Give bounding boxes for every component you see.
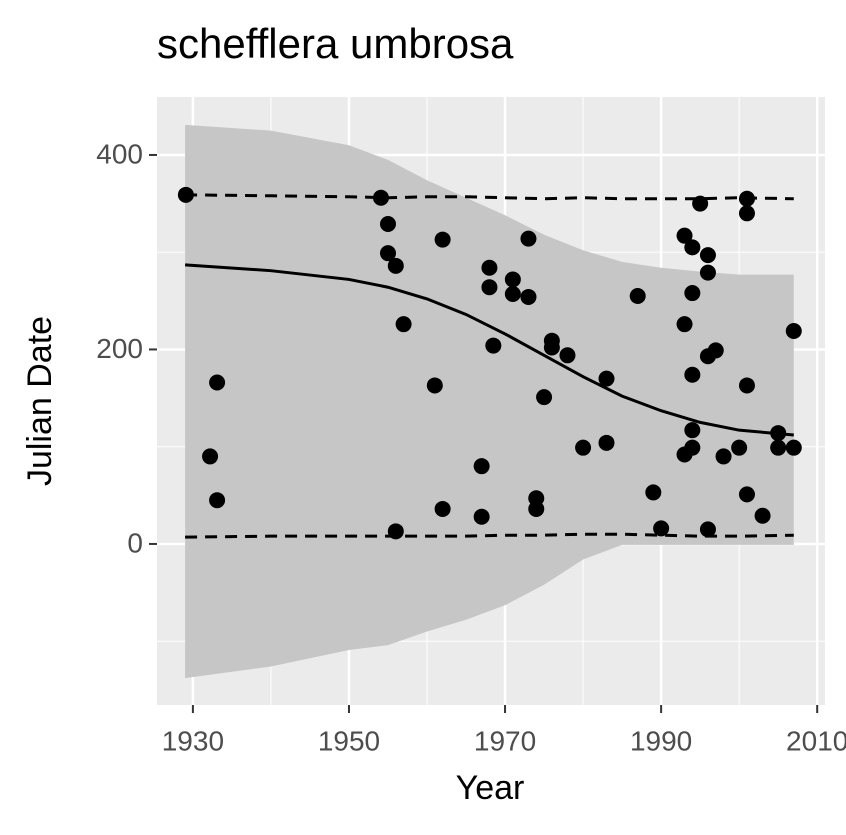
point — [629, 287, 646, 304]
point — [528, 500, 545, 517]
point — [387, 523, 404, 540]
point — [684, 285, 701, 302]
fit-line — [184, 263, 794, 437]
point — [738, 205, 755, 222]
point — [738, 377, 755, 394]
point — [426, 377, 443, 394]
point — [473, 458, 490, 475]
y-tick-label: 0 — [127, 527, 143, 558]
point — [395, 316, 412, 333]
point — [684, 439, 701, 456]
point — [520, 230, 537, 247]
point — [785, 439, 802, 456]
x-tick-label: 1930 — [162, 725, 224, 756]
x-tick-label: 1970 — [474, 725, 536, 756]
point — [379, 216, 396, 233]
point — [598, 370, 615, 387]
point — [645, 484, 662, 501]
point — [699, 521, 716, 538]
quantile-line — [185, 193, 794, 201]
point — [209, 374, 226, 391]
point — [676, 316, 693, 333]
confidence-ribbon — [185, 124, 794, 679]
point — [504, 286, 521, 303]
point — [481, 279, 498, 296]
point — [770, 439, 787, 456]
point — [485, 337, 502, 354]
x-tick-label: 1950 — [318, 725, 380, 756]
chart-title: schefflera umbrosa — [157, 20, 514, 67]
point — [707, 342, 724, 359]
point — [209, 492, 226, 509]
point — [575, 439, 592, 456]
point — [684, 239, 701, 256]
point — [202, 448, 219, 465]
quantile-line — [185, 532, 794, 539]
point — [676, 227, 693, 244]
point — [738, 486, 755, 503]
point — [543, 339, 560, 356]
point — [559, 347, 576, 364]
y-tick-label: 400 — [96, 138, 143, 169]
point — [598, 434, 615, 451]
point — [715, 448, 732, 465]
point — [387, 257, 404, 274]
y-axis-title: Julian Date — [21, 316, 59, 486]
point — [699, 247, 716, 264]
point — [504, 271, 521, 288]
point — [434, 500, 451, 517]
point — [738, 190, 755, 207]
point — [785, 322, 802, 339]
point — [699, 264, 716, 281]
point — [684, 366, 701, 383]
x-tick-label: 2010 — [786, 725, 846, 756]
point — [754, 507, 771, 524]
x-axis-title: Year — [456, 769, 525, 807]
point — [379, 245, 396, 262]
point — [684, 422, 701, 439]
point — [481, 259, 498, 276]
point — [536, 389, 553, 406]
point — [434, 231, 451, 248]
point — [653, 520, 670, 537]
point — [473, 508, 490, 525]
point — [372, 189, 389, 206]
x-tick-label: 1990 — [630, 725, 692, 756]
y-tick-label: 200 — [96, 333, 143, 364]
point — [731, 439, 748, 456]
point — [177, 186, 194, 203]
point — [520, 288, 537, 305]
point — [692, 195, 709, 212]
